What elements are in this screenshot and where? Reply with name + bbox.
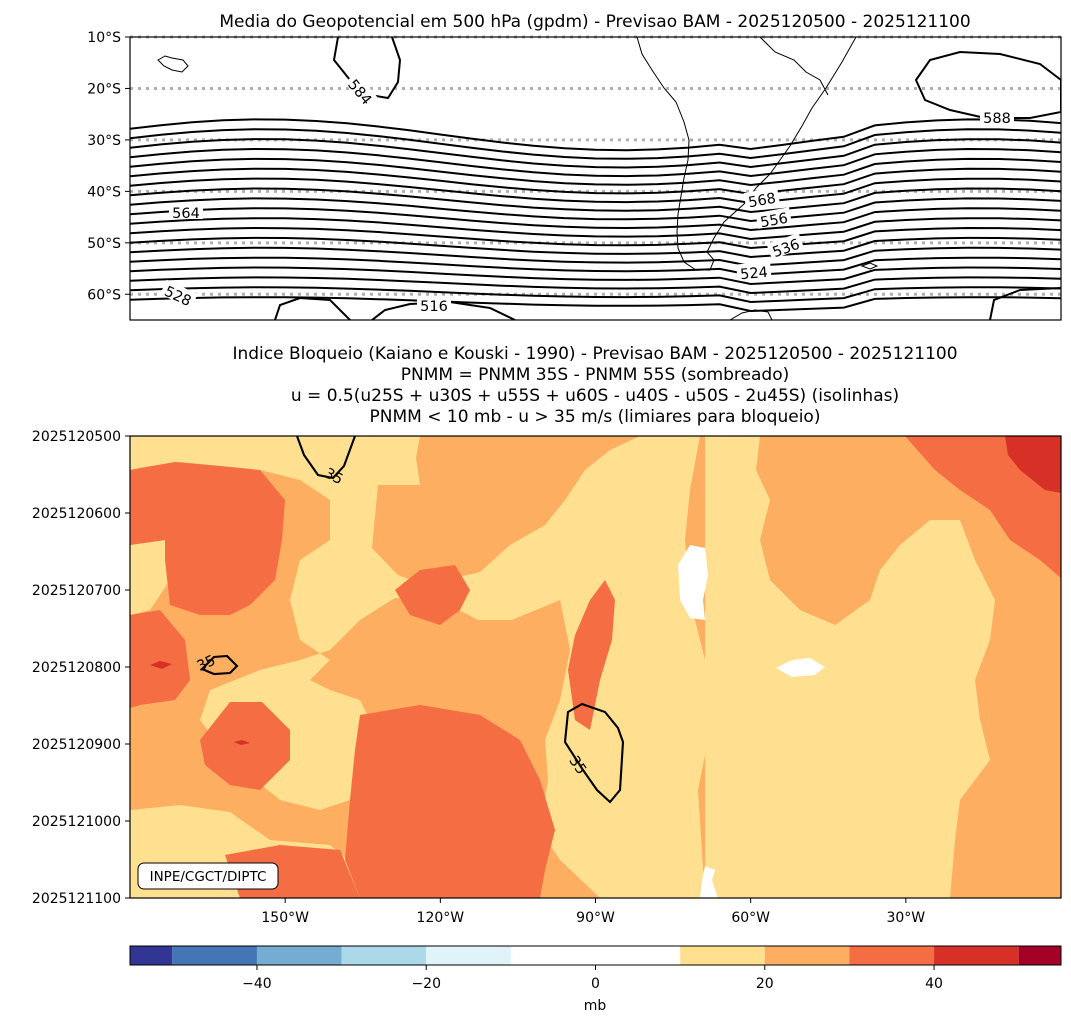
isoline-label: 35 <box>322 465 346 488</box>
colorbar-tick-label: 40 <box>925 976 943 992</box>
time-tick-label: 2025121000 <box>32 814 121 830</box>
isoheight-line <box>130 138 1061 169</box>
contour-label: 568 <box>747 191 777 212</box>
coastline-island-pacific <box>157 55 189 73</box>
map-frame <box>129 36 1062 321</box>
coastline-south-america <box>636 37 857 271</box>
colorbar-cell <box>510 946 681 965</box>
isoheight-line <box>130 296 1061 313</box>
polar-contour <box>274 296 351 320</box>
time-tick-label: 2025120700 <box>32 583 121 599</box>
contour-label: 516 <box>420 299 448 315</box>
isoheight-line <box>130 118 1061 152</box>
credit-text: INPE/CGCT/DIPTC <box>150 869 267 885</box>
block-title-line: PNMM = PNMM 35S - PNMM 55S (sombreado) <box>401 365 790 385</box>
contour-label: 564 <box>172 206 200 222</box>
lat-tick-label: 40°S <box>87 184 121 200</box>
isoheight-line <box>130 246 1061 268</box>
contour-label: 524 <box>740 265 769 283</box>
lat-tick-label: 10°S <box>87 30 121 46</box>
coastline-brazil-east <box>759 37 829 96</box>
time-tick-label: 2025120800 <box>32 660 121 676</box>
colorbar-cell <box>130 946 173 965</box>
lat-tick-label: 60°S <box>87 287 121 303</box>
block-title-line: u = 0.5(u25S + u30S + u55S + u60S - u40S… <box>291 386 899 406</box>
colorbar-tick-label: 0 <box>591 976 600 992</box>
shade-0-10 <box>678 545 825 898</box>
block-titles: Indice Bloqueio (Kaiano e Kouski - 1990)… <box>232 344 957 427</box>
block-title-line: PNMM < 10 mb - u > 35 m/s (limiares para… <box>370 407 821 427</box>
coastline-antarctic-peninsula <box>729 309 773 320</box>
isoheight-line <box>130 207 1061 232</box>
isoheight-line <box>130 147 1061 178</box>
closed-contour-588 <box>914 50 1061 119</box>
block-x-axis: 150°W 120°W 90°W 60°W 30°W <box>261 898 925 926</box>
credit-box: INPE/CGCT/DIPTC <box>137 862 279 890</box>
block-y-axis: 2025120500 2025120600 2025120700 2025120800… <box>32 429 130 907</box>
colorbar-cell <box>849 946 935 965</box>
lon-tick-label: 30°W <box>886 910 925 926</box>
coastline-island-small <box>860 262 879 270</box>
isoheight-line <box>130 167 1061 196</box>
colorbar-cell <box>680 946 765 965</box>
lon-tick-label: 60°W <box>731 910 770 926</box>
colorbar-tick-label: 20 <box>756 976 774 992</box>
lon-tick-label: 150°W <box>261 910 309 926</box>
colorbar-tick-label: −40 <box>242 976 272 992</box>
shade-30-40 <box>130 436 1061 898</box>
colorbar: −40 −20 0 20 40 mb <box>129 945 1062 1014</box>
isoheight-line <box>130 226 1061 250</box>
closed-contour-584 <box>332 37 402 100</box>
colorbar-cell <box>1018 946 1061 965</box>
isoheight-line <box>130 236 1061 259</box>
shade-40-50 <box>150 436 1061 745</box>
isoline-label: 35 <box>195 653 218 675</box>
lat-tick-label: 50°S <box>87 236 121 252</box>
contour-label: 556 <box>759 211 789 232</box>
colorbar-cell <box>341 946 427 965</box>
time-tick-label: 2025120500 <box>32 429 121 445</box>
isoheight-line <box>130 266 1061 286</box>
lon-tick-label: 120°W <box>417 910 465 926</box>
isoheight-line <box>130 256 1061 277</box>
isoheight-line <box>130 157 1061 187</box>
lon-tick-label: 90°W <box>576 910 615 926</box>
lat-tick-label: 30°S <box>87 133 121 149</box>
colorbar-tick-label: −20 <box>411 976 441 992</box>
colorbar-cell <box>934 946 1019 965</box>
time-tick-label: 2025120600 <box>32 506 121 522</box>
isolines-35 <box>200 436 625 804</box>
colorbar-cell <box>172 946 257 965</box>
colorbar-cell <box>764 946 850 965</box>
time-tick-label: 2025120900 <box>32 737 121 753</box>
lat-tick-label: 20°S <box>87 81 121 97</box>
isoheight-line <box>130 128 1061 160</box>
contour-label: 588 <box>983 111 1011 127</box>
isoheight-line <box>130 177 1061 205</box>
colorbar-cell <box>256 946 342 965</box>
isoheight-line <box>130 286 1061 304</box>
map-title: Media do Geopotencial em 500 hPa (gpdm) … <box>219 12 970 32</box>
map-y-axis: 10°S 20°S 30°S 40°S 50°S 60°S <box>87 30 130 303</box>
isoheight-line <box>130 217 1061 241</box>
colorbar-cell <box>426 946 511 965</box>
isoheight-line <box>130 276 1061 295</box>
time-tick-label: 2025121100 <box>32 891 121 907</box>
isoheight-line <box>130 197 1061 223</box>
block-title-line: Indice Bloqueio (Kaiano e Kouski - 1990)… <box>232 344 957 364</box>
isoheight-line <box>130 187 1061 214</box>
colorbar-label: mb <box>584 998 607 1014</box>
polar-contour-east <box>989 287 1061 320</box>
